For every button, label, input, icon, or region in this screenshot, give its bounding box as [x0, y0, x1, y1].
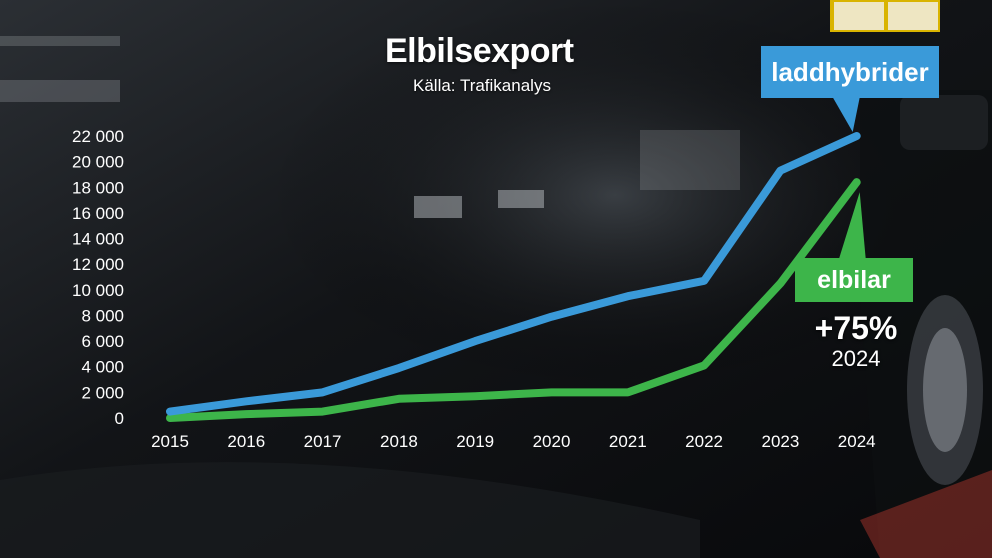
legend-label-laddhybrider: laddhybrider — [771, 57, 928, 87]
y-tick-label: 18 000 — [72, 178, 124, 197]
y-tick-label: 12 000 — [72, 255, 124, 274]
y-tick-label: 6 000 — [81, 332, 124, 351]
y-axis: 0 2 000 4 000 6 000 8 000 10 000 12 000 14 000 1… — [72, 127, 124, 428]
y-tick-label: 14 000 — [72, 230, 124, 249]
x-tick-label: 2022 — [685, 432, 723, 451]
x-tick-label: 2019 — [456, 432, 494, 451]
series-line-laddhybrider — [166, 132, 861, 416]
series-lines — [166, 132, 861, 422]
y-tick-label: 2 000 — [81, 383, 124, 402]
y-tick-label: 8 000 — [81, 306, 124, 325]
series-labels: laddhybrider elbilar — [761, 46, 939, 302]
x-tick-label: 2016 — [227, 432, 265, 451]
x-tick-label: 2015 — [151, 432, 189, 451]
x-tick-label: 2021 — [609, 432, 647, 451]
label-pointer-laddhybrider — [832, 96, 860, 132]
y-tick-label: 10 000 — [72, 281, 124, 300]
label-box-laddhybrider — [761, 46, 939, 98]
label-pointer-elbilar — [838, 192, 866, 262]
legend-label-elbilar: elbilar — [817, 266, 891, 294]
growth-year: 2024 — [831, 346, 881, 371]
chart-source: Källa: Trafikanalys — [413, 76, 551, 95]
x-tick-label: 2023 — [761, 432, 799, 451]
y-tick-label: 16 000 — [72, 204, 124, 223]
y-tick-label: 0 — [115, 409, 124, 428]
y-tick-label: 20 000 — [72, 153, 124, 172]
series-line-elbilar — [166, 178, 861, 422]
label-box-elbilar — [795, 258, 913, 302]
y-tick-label: 22 000 — [72, 127, 124, 146]
chart-title: Elbilsexport — [385, 32, 574, 70]
x-tick-label: 2024 — [838, 432, 876, 451]
x-tick-label: 2017 — [304, 432, 342, 451]
x-axis: 2015 2016 2017 2018 2019 2020 2021 2022 2023 2024 — [151, 432, 876, 451]
x-tick-label: 2020 — [533, 432, 571, 451]
y-tick-label: 4 000 — [81, 358, 124, 377]
growth-value: +75% — [814, 310, 898, 346]
x-tick-label: 2018 — [380, 432, 418, 451]
